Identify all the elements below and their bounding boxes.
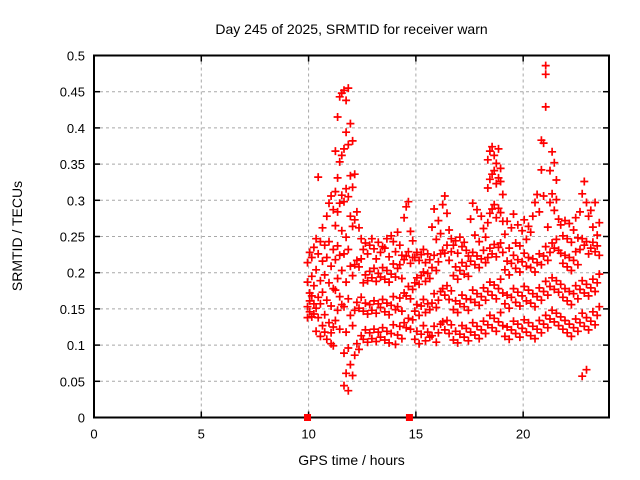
chart-title: Day 245 of 2025, SRMTID for receiver war… [215,21,488,37]
square-marker-zero-flags [405,414,413,421]
y-tick-label: 0.15 [60,302,85,317]
x-tick-label: 20 [516,427,530,442]
y-tick-label: 0.1 [67,338,85,353]
y-tick-label: 0.25 [60,230,85,245]
y-axis-label: SRMTID / TECUs [9,180,25,292]
x-axis-label: GPS time / hours [298,452,405,468]
x-tick-label: 15 [409,427,423,442]
x-tick-label: 5 [198,427,205,442]
y-tick-label: 0.3 [67,193,85,208]
scatter-points-srmtid [303,61,604,395]
y-tick-label: 0.4 [67,121,85,136]
y-tick-label: 0.5 [67,49,85,64]
y-tick-label: 0.2 [67,266,85,281]
plot-border [93,54,610,419]
y-tick-label: 0 [78,411,85,426]
x-tick-label: 0 [90,427,97,442]
y-tick-label: 0.35 [60,157,85,172]
square-marker-zero-flags [304,414,312,421]
y-tick-label: 0.05 [60,374,85,389]
x-tick-label: 10 [301,427,315,442]
y-tick-label: 0.45 [60,85,85,100]
